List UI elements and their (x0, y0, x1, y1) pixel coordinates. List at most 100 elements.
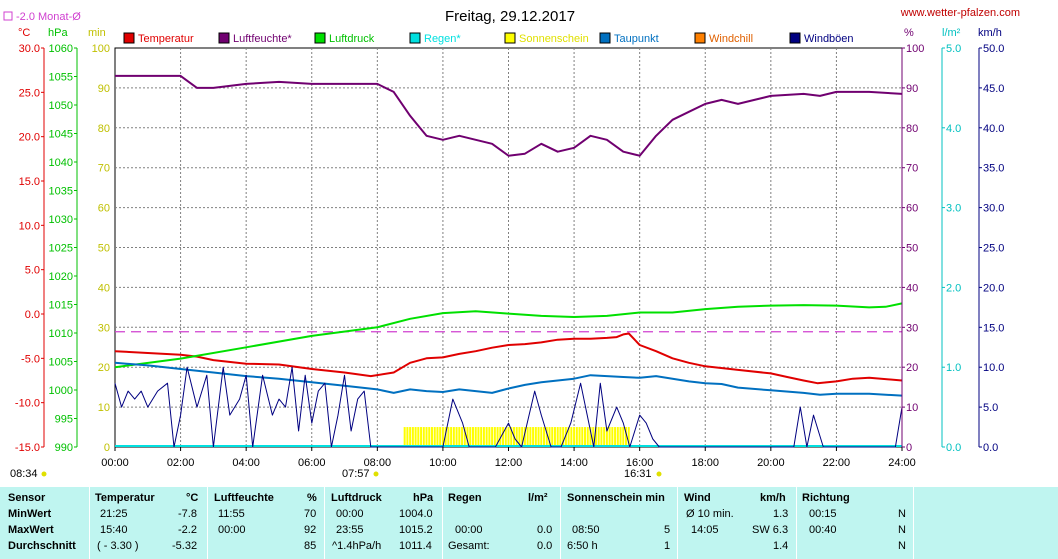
sunshine-bar (559, 427, 562, 447)
legend-swatch (694, 32, 706, 44)
humidity-tick-label: 60 (906, 203, 918, 215)
dewpoint-series-line (114, 361, 903, 397)
row-label-avg: Durchschnitt (8, 540, 76, 552)
unit-wind: km/h (978, 27, 1002, 39)
legend-label: Luftfeuchte* (233, 33, 292, 45)
max-hum-time: 00:00 (218, 524, 246, 536)
sunshine-bar (518, 427, 521, 447)
wind-tick-label: 40.0 (983, 123, 1004, 135)
chart-title: Freitag, 29.12.2017 (445, 8, 575, 25)
sunshine-tick-label: 30 (98, 322, 110, 334)
x-tick-label: 14:00 (560, 457, 588, 469)
min-hum-time: 11:55 (218, 508, 245, 520)
unit-sunshine: min (88, 27, 106, 39)
legend-swatch (409, 32, 421, 44)
max-dir-time: 00:40 (809, 524, 837, 536)
column-divider (324, 487, 325, 559)
avg-press-value: 1011.4 (399, 540, 432, 552)
rain-tick-label: 3.0 (946, 203, 961, 215)
min-temp-value: -7.8 (178, 508, 197, 520)
header-temperature-unit: °C (186, 492, 199, 504)
column-divider (677, 487, 678, 559)
sunshine-bar (491, 427, 494, 447)
temperature-tick-label: 20.0 (19, 132, 40, 144)
humidity-tick-label: 30 (906, 322, 918, 334)
wind-tick-label: 30.0 (983, 203, 1004, 215)
max-press-value: 1015.2 (399, 524, 433, 536)
site-url: www.wetter-pfalzen.com (900, 7, 1020, 19)
sunshine-bar (537, 427, 540, 447)
legend-label: Taupunkt (614, 33, 659, 45)
sunshine-bar (586, 427, 589, 447)
sunshine-bar (592, 427, 595, 447)
avg-temp-note: ( - 3.30 ) (97, 540, 139, 552)
sunshine-bar (515, 427, 518, 447)
sunshine-bar (562, 427, 565, 447)
legend-swatch (123, 32, 135, 44)
sunshine-bar (447, 427, 450, 447)
x-tick-label: 16:00 (626, 457, 654, 469)
wind-tick-label: 50.0 (983, 43, 1004, 55)
temperature-series-line (114, 332, 903, 385)
legend-label: Windchill (709, 33, 753, 45)
min-hum-value: 70 (304, 508, 317, 520)
sunshine-bar (581, 427, 584, 447)
max-hum-value: 92 (304, 524, 317, 536)
x-tick-label: 22:00 (823, 457, 851, 469)
wind-tick-label: 5.0 (983, 402, 998, 414)
monthly-average-icon (3, 11, 13, 21)
sunshine-bar (551, 427, 554, 447)
sunshine-bar (603, 427, 606, 447)
pressure-series-line (114, 302, 903, 369)
min-dir-value: N (898, 508, 906, 520)
temperature-tick-label: -5.0 (21, 353, 40, 365)
sunshine-bar (422, 427, 425, 447)
sunshine-bar (553, 427, 556, 447)
temperature-tick-label: 5.0 (25, 265, 40, 277)
sunshine-bar (625, 427, 628, 447)
sunshine-bar (411, 427, 414, 447)
sunshine-bar (526, 427, 529, 447)
wind-tick-label: 20.0 (983, 282, 1004, 294)
max-wind-time: 14:05 (691, 524, 719, 536)
legend-swatch (599, 32, 611, 44)
sunshine-bar (545, 427, 548, 447)
sunshine-tick-label: 50 (98, 243, 110, 255)
pressure-tick-label: 1000 (49, 385, 73, 397)
humidity-tick-label: 50 (906, 243, 918, 255)
wind-tick-label: 10.0 (983, 362, 1004, 374)
sunshine-bar (482, 427, 485, 447)
avg-wind-value: 1.4 (773, 540, 789, 552)
rain-tick-label: 1.0 (946, 362, 961, 374)
sunshine-bar (616, 427, 619, 447)
sunshine-bar (477, 427, 480, 447)
min-wind-value: 1.3 (773, 508, 789, 520)
humidity-tick-label: 20 (906, 362, 918, 374)
column-divider (913, 487, 914, 559)
sunshine-bar (458, 427, 461, 447)
chart-series (114, 74, 903, 448)
sunshine-bar (441, 427, 444, 447)
sunshine-bar (556, 427, 559, 447)
gusts-series-line (114, 366, 903, 448)
sunshine-bar (570, 427, 573, 447)
sunset-time: 16:31 (624, 468, 652, 480)
unit-pressure: hPa (48, 27, 68, 39)
sunshine-bar (611, 427, 614, 447)
header-rain-unit: l/m² (528, 492, 548, 504)
sunshine-bar (605, 427, 608, 447)
max-sun-value: 5 (664, 524, 671, 536)
sunshine-bar (504, 427, 507, 447)
humidity-tick-label: 90 (906, 83, 918, 95)
x-tick-label: 10:00 (429, 457, 457, 469)
sunshine-bar (573, 427, 576, 447)
sunshine-bar (403, 427, 406, 447)
legend-label: Sonnenschein (519, 33, 589, 45)
humidity-tick-label: 0 (906, 442, 912, 454)
rain-tick-label: 4.0 (946, 123, 961, 135)
min-temp-time: 21:25 (100, 508, 128, 520)
pressure-tick-label: 1040 (49, 157, 73, 169)
min-press-value: 1004.0 (399, 508, 433, 520)
min-dir-time: 00:15 (809, 508, 837, 520)
x-tick-label: 18:00 (691, 457, 719, 469)
